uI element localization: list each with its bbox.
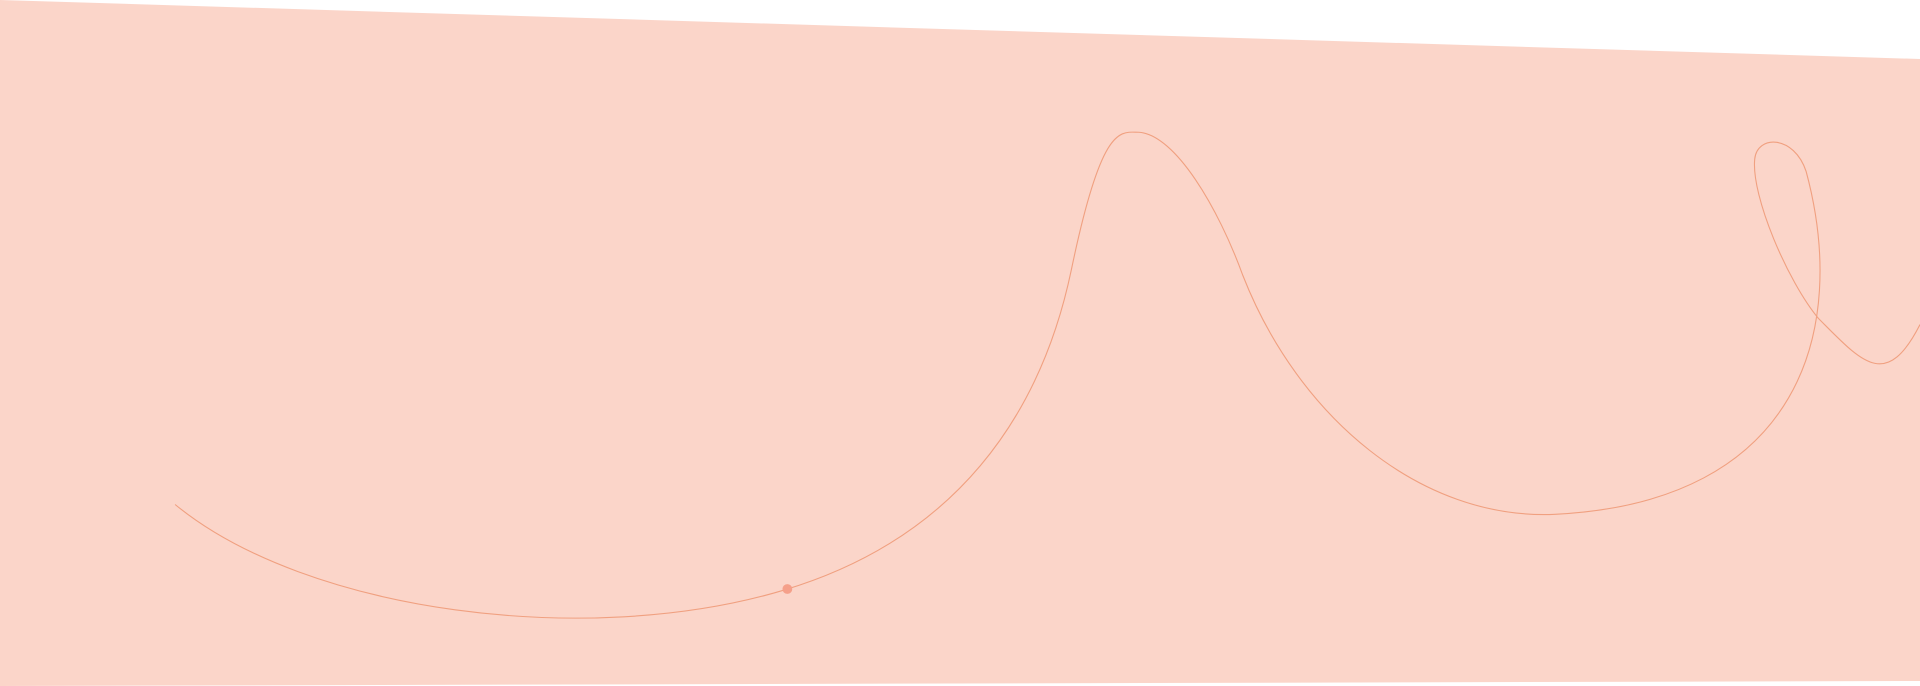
curve-dot: [782, 584, 793, 594]
decorative-curve-group: [174, 131, 1920, 619]
decorative-curve: [174, 131, 1920, 619]
